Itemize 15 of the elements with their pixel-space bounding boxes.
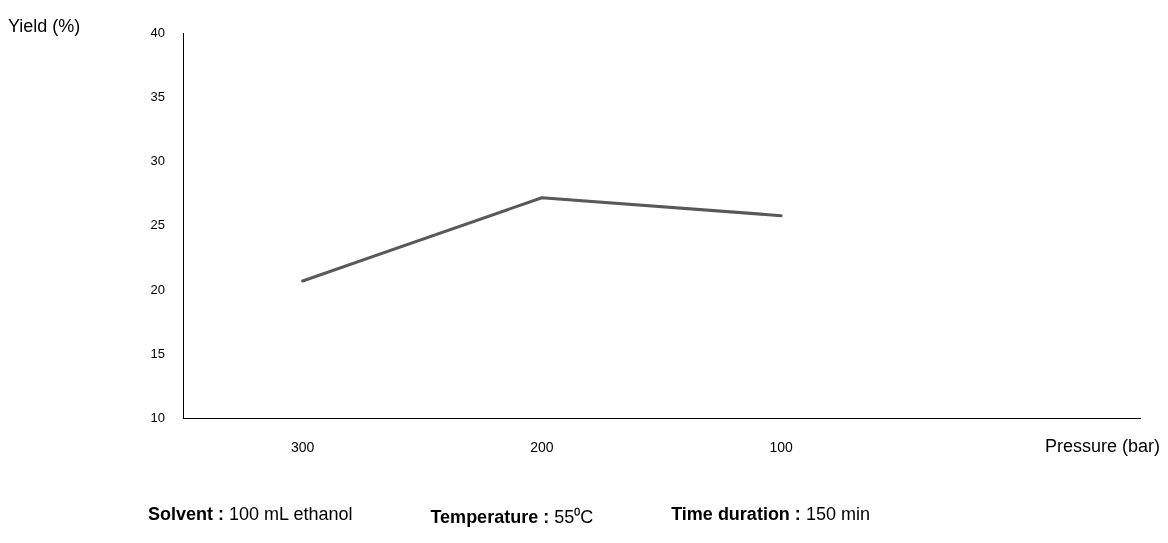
text: Temperature : 55⁰C [430,507,594,527]
y-axis-title: Yield (%) [8,16,81,37]
y-tick-label: 15 [150,345,165,361]
y-tick-label: 10 [150,409,165,425]
y-tick-label: 40 [150,25,165,41]
y-tick-label: 35 [150,89,165,105]
y-tick-label: 30 [150,153,165,169]
text: Time duration : 150 min [671,504,870,524]
x-tick-label: 100 [769,439,794,456]
y-tick-label: 20 [150,281,165,297]
x-tick-label: 300 [290,439,315,456]
x-axis-title: Pressure (bar) [1044,436,1160,457]
y-tick-label: 25 [150,217,165,233]
text: Solvent : 100 mL ethanol [148,504,353,524]
x-tick-label: 200 [530,439,554,456]
